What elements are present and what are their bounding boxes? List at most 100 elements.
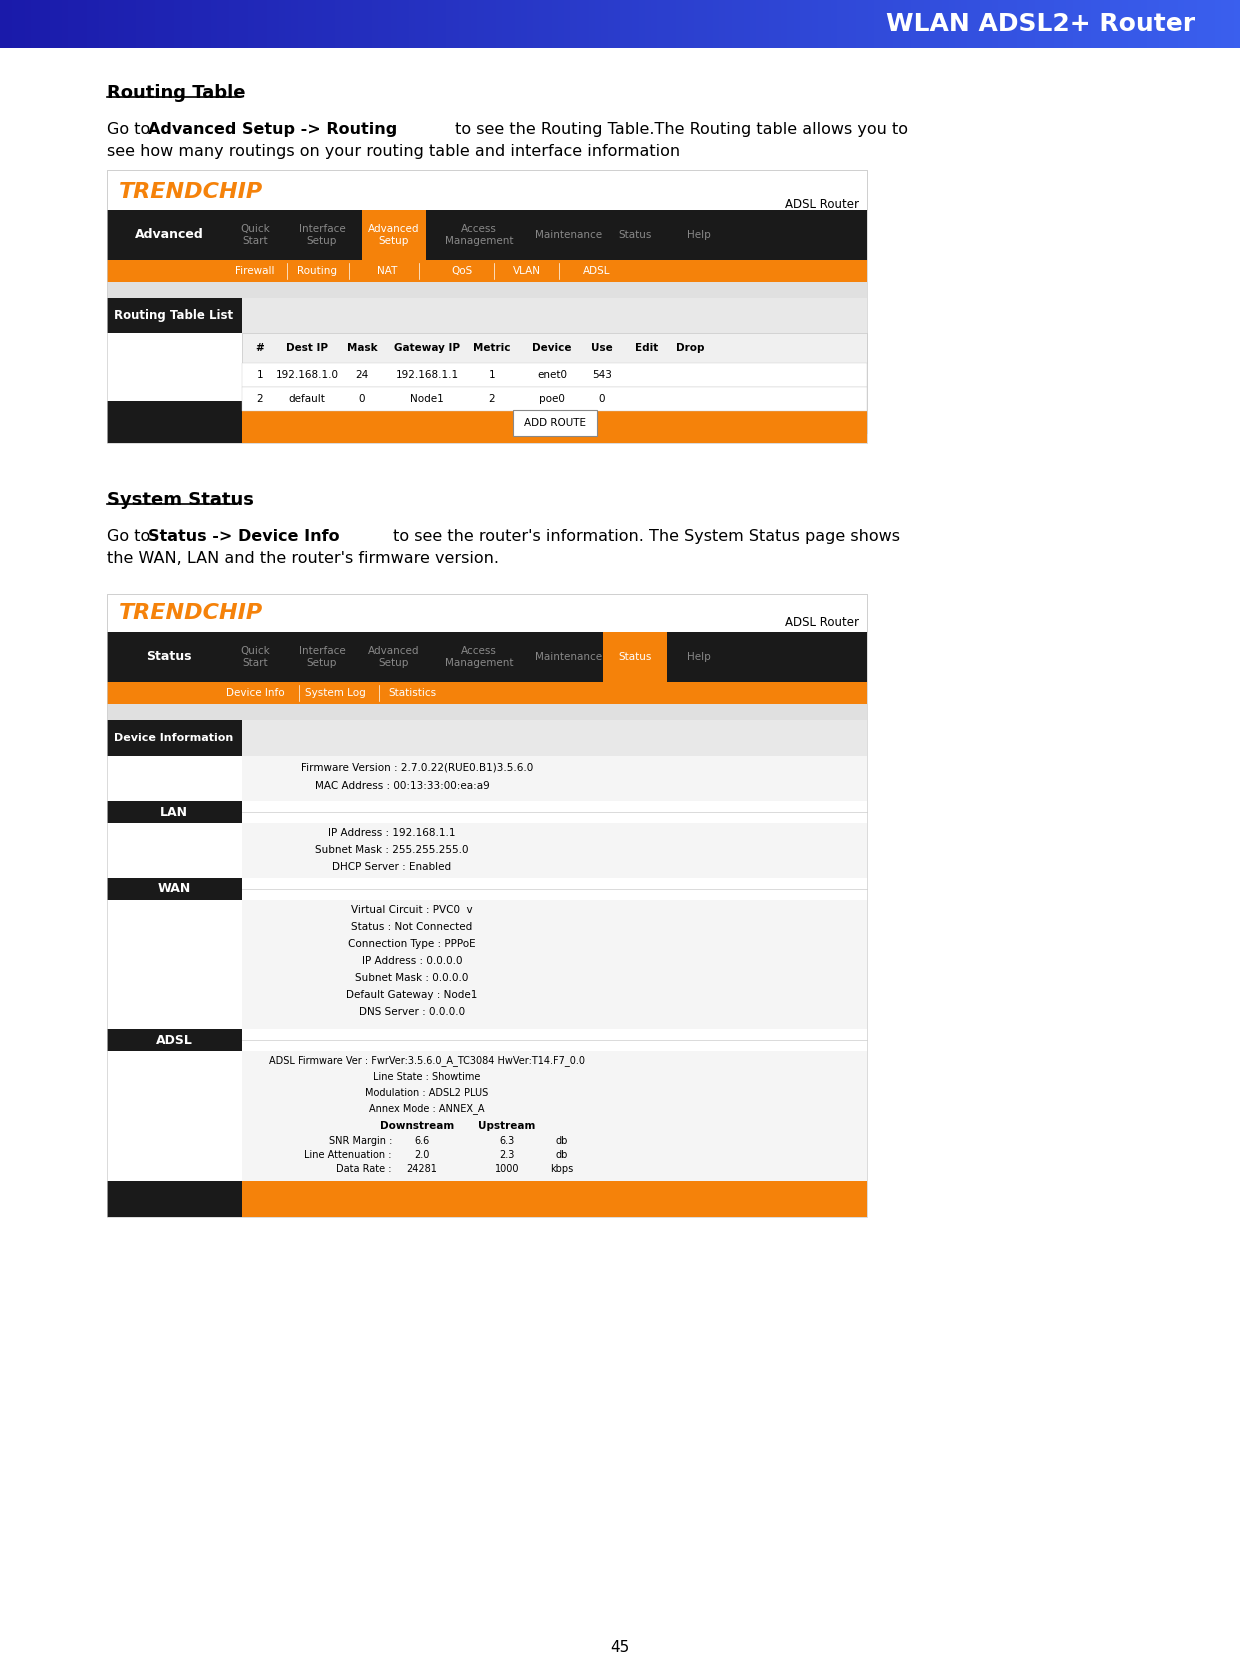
Bar xyxy=(918,0,924,48)
Text: Dest IP: Dest IP xyxy=(286,342,329,352)
Bar xyxy=(1122,0,1128,48)
Bar xyxy=(353,0,360,48)
Bar xyxy=(6,0,12,48)
Bar xyxy=(632,0,639,48)
Text: ADSL Router: ADSL Router xyxy=(785,199,859,212)
Text: 0: 0 xyxy=(599,394,605,404)
Bar xyxy=(107,282,867,297)
Text: Status : Not Connected: Status : Not Connected xyxy=(351,922,472,932)
Bar xyxy=(440,0,446,48)
Text: Device Information: Device Information xyxy=(114,733,233,743)
Bar xyxy=(911,0,918,48)
Bar xyxy=(533,0,539,48)
Bar xyxy=(1203,0,1209,48)
Text: System Log: System Log xyxy=(305,688,366,698)
Bar xyxy=(242,823,867,878)
Bar xyxy=(341,0,347,48)
Text: ADSL: ADSL xyxy=(583,266,611,276)
Bar xyxy=(1011,0,1017,48)
Bar xyxy=(81,0,87,48)
Bar xyxy=(626,0,632,48)
Bar xyxy=(781,0,787,48)
Text: poe0: poe0 xyxy=(539,394,565,404)
Bar xyxy=(242,332,867,362)
Text: ADSL: ADSL xyxy=(155,1034,192,1047)
Text: Node1: Node1 xyxy=(410,394,444,404)
Bar xyxy=(905,0,911,48)
Bar xyxy=(546,0,552,48)
Bar xyxy=(744,0,750,48)
Text: Metric: Metric xyxy=(474,342,511,352)
Bar xyxy=(868,0,874,48)
Bar xyxy=(124,0,130,48)
Text: Gateway IP: Gateway IP xyxy=(394,342,460,352)
Text: MAC Address : 00:13:33:00:ea:a9: MAC Address : 00:13:33:00:ea:a9 xyxy=(315,782,490,792)
Bar xyxy=(143,0,149,48)
Text: #: # xyxy=(255,342,264,352)
Bar xyxy=(471,0,477,48)
Bar xyxy=(1166,0,1172,48)
Bar xyxy=(372,0,378,48)
Text: Quick
Start: Quick Start xyxy=(241,646,270,668)
Bar xyxy=(1060,0,1066,48)
Bar xyxy=(663,0,670,48)
Bar xyxy=(490,0,496,48)
Bar xyxy=(1054,0,1060,48)
Bar xyxy=(391,0,397,48)
Bar xyxy=(639,0,645,48)
Bar xyxy=(62,0,68,48)
Text: Drop: Drop xyxy=(676,342,704,352)
Bar xyxy=(87,0,93,48)
Bar xyxy=(242,900,867,1029)
Bar xyxy=(384,0,391,48)
Bar xyxy=(43,0,50,48)
Text: Advanced
Setup: Advanced Setup xyxy=(368,646,420,668)
Bar xyxy=(50,0,56,48)
Bar xyxy=(589,0,595,48)
Text: Status: Status xyxy=(146,651,192,663)
Bar xyxy=(1048,0,1054,48)
Bar xyxy=(409,0,415,48)
Bar xyxy=(694,0,701,48)
Text: Firewall: Firewall xyxy=(236,266,275,276)
Bar xyxy=(1104,0,1110,48)
Bar xyxy=(107,1181,242,1217)
Bar xyxy=(719,0,725,48)
Bar xyxy=(136,0,143,48)
Text: 543: 543 xyxy=(591,371,611,381)
Bar xyxy=(849,0,856,48)
Text: 24: 24 xyxy=(356,371,368,381)
Text: 2.3: 2.3 xyxy=(500,1151,515,1161)
Text: Quick
Start: Quick Start xyxy=(241,224,270,245)
Text: Interface
Setup: Interface Setup xyxy=(299,224,346,245)
Bar xyxy=(112,0,118,48)
Text: Connection Type : PPPoE: Connection Type : PPPoE xyxy=(348,939,476,949)
Bar xyxy=(198,0,205,48)
Bar xyxy=(273,0,279,48)
Text: 1000: 1000 xyxy=(495,1164,520,1174)
Bar xyxy=(502,0,508,48)
Bar xyxy=(682,0,688,48)
Bar xyxy=(787,0,794,48)
Bar xyxy=(955,0,961,48)
Text: 6.6: 6.6 xyxy=(414,1136,429,1146)
Bar xyxy=(397,0,403,48)
Bar xyxy=(229,0,236,48)
Text: to see the Routing Table.The Routing table allows you to: to see the Routing Table.The Routing tab… xyxy=(450,122,908,137)
Bar xyxy=(818,0,825,48)
Text: db: db xyxy=(556,1136,568,1146)
Text: TRENDCHIP: TRENDCHIP xyxy=(119,182,263,202)
Bar xyxy=(118,0,124,48)
Bar xyxy=(107,681,867,705)
Bar xyxy=(713,0,719,48)
Text: TRENDCHIP: TRENDCHIP xyxy=(119,603,263,623)
Text: Subnet Mask : 0.0.0.0: Subnet Mask : 0.0.0.0 xyxy=(356,974,469,984)
Bar xyxy=(856,0,862,48)
Text: Default Gateway : Node1: Default Gateway : Node1 xyxy=(346,990,477,1000)
Text: enet0: enet0 xyxy=(537,371,567,381)
Bar xyxy=(1079,0,1085,48)
Bar xyxy=(930,0,936,48)
Bar xyxy=(837,0,843,48)
Bar xyxy=(415,0,422,48)
Bar xyxy=(614,0,620,48)
